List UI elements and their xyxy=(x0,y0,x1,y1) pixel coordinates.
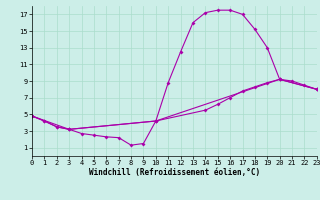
X-axis label: Windchill (Refroidissement éolien,°C): Windchill (Refroidissement éolien,°C) xyxy=(89,168,260,177)
